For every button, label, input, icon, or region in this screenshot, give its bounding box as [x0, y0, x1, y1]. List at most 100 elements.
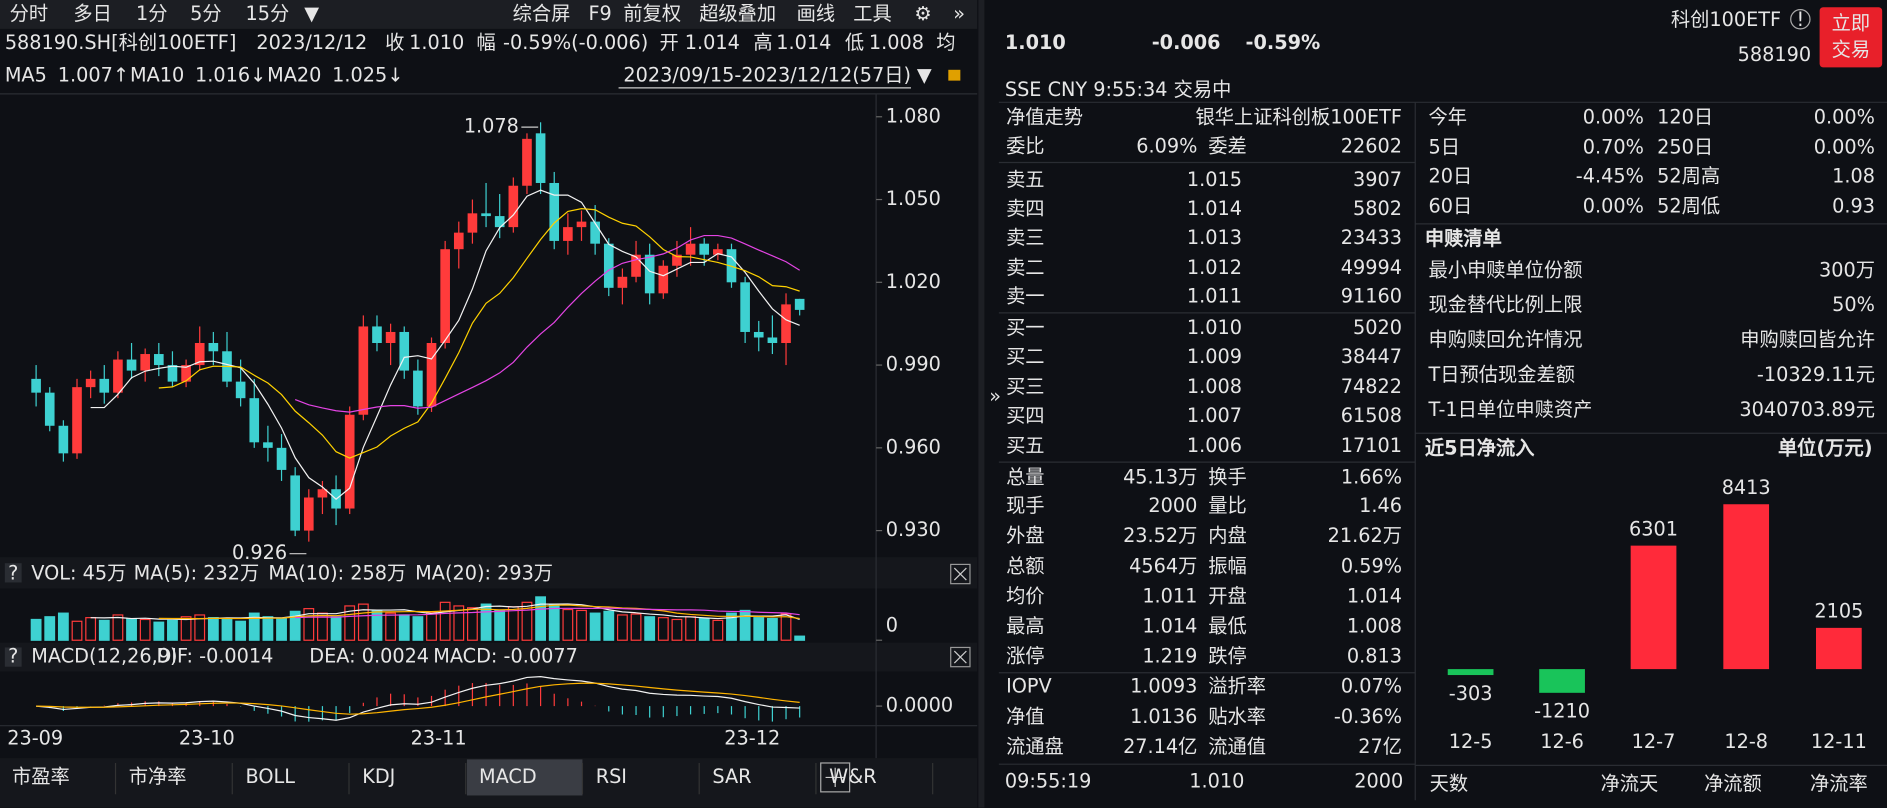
book-volume: 38447 — [1341, 345, 1402, 368]
help-icon[interactable] — [4, 563, 22, 583]
period-tab[interactable]: 多日 — [73, 2, 112, 25]
book-price: 1.015 — [1187, 168, 1242, 191]
volume-bar — [385, 612, 397, 641]
field-value: 1.014 — [685, 31, 740, 54]
candle-body — [44, 392, 55, 426]
stat-label: IOPV — [1006, 675, 1052, 698]
close-icon[interactable] — [950, 563, 971, 585]
candle-body — [590, 221, 600, 244]
tool-button[interactable]: 画线 — [797, 2, 836, 25]
range-label[interactable]: 2023/09/15-2023/12/12(57日) — [623, 63, 911, 86]
info-icon[interactable] — [1790, 9, 1811, 30]
macd-legend: MACD(12,26,9) — [31, 645, 177, 668]
candle-body — [794, 298, 805, 310]
add-tab[interactable] — [820, 762, 851, 793]
candle-body — [658, 265, 669, 294]
volume-bar — [71, 620, 83, 641]
field-label: 高 — [753, 31, 772, 54]
tool-button[interactable]: 综合屏 — [513, 2, 571, 25]
y-tick-label: 0.990 — [886, 353, 941, 376]
ma-name: MA10 — [130, 63, 184, 86]
bar-label: 6301 — [1629, 517, 1678, 540]
ma-name: MA20 — [267, 63, 321, 86]
candle-body — [276, 447, 287, 470]
lock-icon[interactable] — [948, 69, 961, 81]
candle-body — [713, 249, 723, 255]
vol-legend: MA(20): 293万 — [415, 562, 553, 585]
tool-button[interactable]: 超级叠加 — [699, 2, 776, 25]
volume-bar — [180, 616, 192, 641]
candle-body — [181, 365, 191, 382]
period-tab[interactable]: 分时 — [10, 2, 49, 25]
book-volume: 3907 — [1353, 168, 1402, 191]
dropdown-icon[interactable]: ▼ — [304, 2, 319, 25]
macd-header — [0, 642, 978, 672]
volume-bar — [616, 614, 628, 641]
sub-value: 3040703.89元 — [1739, 398, 1875, 421]
vol-legend: MA(10): 258万 — [268, 562, 406, 585]
indicator-tab[interactable]: W&R — [829, 765, 876, 788]
category-label: 12-6 — [1540, 730, 1584, 753]
settings-icon[interactable]: ⚙ — [914, 2, 931, 25]
chart-unit: 单位(万元) — [1778, 436, 1873, 459]
volume-bar — [412, 616, 424, 641]
candle-body — [467, 213, 478, 233]
range-dropdown[interactable]: ▼ — [917, 63, 932, 86]
volume-bar — [657, 617, 669, 641]
indicator-tab[interactable]: 市净率 — [129, 765, 187, 788]
volume-bar — [426, 611, 437, 641]
indicator-tab[interactable]: KDJ — [362, 765, 395, 788]
security-code: 588190 — [1738, 43, 1812, 66]
expand-arrow[interactable]: » — [989, 385, 1001, 408]
volume-bar — [112, 614, 124, 641]
indicator-tab[interactable]: SAR — [712, 765, 751, 788]
sub-label: 现金替代比例上限 — [1428, 293, 1582, 316]
period-tab[interactable]: 15分 — [246, 2, 290, 25]
book-price: 1.008 — [1187, 375, 1242, 398]
tool-button[interactable]: 前复权 — [623, 2, 681, 25]
macd-legend: DEA: 0.0024 — [309, 645, 429, 668]
stat-label: 总量 — [1006, 465, 1045, 488]
help-icon[interactable] — [4, 647, 22, 667]
stat-value: 1.219 — [1142, 645, 1197, 668]
y-tick-label: 1.050 — [886, 187, 941, 210]
candle-body — [113, 359, 123, 393]
candle-body — [413, 370, 423, 407]
book-price: 1.012 — [1187, 256, 1242, 279]
indicator-tab[interactable]: RSI — [596, 765, 627, 788]
nav-label: 净值走势 — [1006, 105, 1083, 128]
splitter[interactable] — [978, 0, 985, 808]
period-tab[interactable]: 5分 — [190, 2, 222, 25]
info-icon-glyph: ! — [1796, 8, 1804, 31]
stat-label: 溢折率 — [1208, 675, 1266, 698]
period-label: 52周低 — [1657, 194, 1720, 217]
more-icon[interactable]: » — [953, 2, 965, 25]
sub-label: T日预估现金差额 — [1427, 363, 1575, 386]
market-status: SSE CNY 9:55:34 交易中 — [1005, 78, 1232, 101]
close-icon[interactable] — [950, 646, 971, 668]
trade-button[interactable] — [1819, 7, 1883, 68]
indicator-tab[interactable]: 市盈率 — [12, 765, 70, 788]
candle-body — [208, 342, 219, 352]
volume-bar — [576, 609, 587, 641]
indicator-tab[interactable]: BOLL — [246, 765, 296, 788]
tool-button[interactable]: F9 — [588, 2, 611, 25]
candle-body — [453, 232, 464, 250]
active-tab — [466, 759, 583, 796]
ma-line — [294, 234, 800, 413]
stat-value: 0.07% — [1341, 675, 1402, 698]
stat-label: 贴水率 — [1208, 705, 1266, 728]
indicator-tab[interactable]: MACD — [479, 765, 537, 788]
volume-bar — [494, 609, 506, 641]
footer-label: 净流率 — [1810, 772, 1868, 795]
sub-value: 300万 — [1819, 258, 1875, 281]
period-tab[interactable]: 1分 — [136, 2, 168, 25]
tool-button[interactable]: 工具 — [853, 2, 892, 25]
volume-bar — [221, 618, 233, 641]
vol-ma-line — [295, 607, 800, 619]
field-value: -0.59%(-0.006) — [503, 31, 648, 54]
button-text: 立即 — [1832, 12, 1871, 35]
candle-body — [631, 254, 641, 277]
y-tick-label: 0 — [886, 613, 898, 636]
